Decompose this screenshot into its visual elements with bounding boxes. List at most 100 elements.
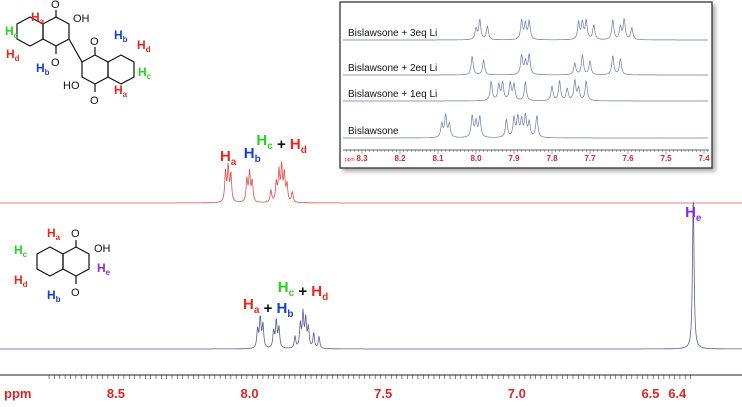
axis-tick-label: 6.4	[668, 386, 687, 401]
bis-hc-right: Hc	[138, 65, 152, 81]
peak-label-sub: c	[267, 141, 273, 152]
mono-hc: Hc	[14, 243, 28, 259]
ppm-axis: ppm 8.5 8.0 7.5 7.0 6.5 6.4	[0, 374, 742, 401]
inset-tick-label: 7.7	[584, 154, 596, 163]
peak-label-part: +	[273, 136, 290, 153]
peak-label-part: H	[244, 145, 255, 162]
bis-o-2: O	[51, 57, 60, 69]
bis-o-3: O	[90, 36, 99, 48]
peak-label: Hb	[244, 145, 261, 165]
bis-link-bond	[68, 38, 83, 63]
mono-ring-1	[36, 246, 64, 277]
bis-o-4: O	[90, 95, 99, 107]
axis-tick-label: 8.5	[107, 386, 125, 401]
peak-label-part: +	[259, 300, 276, 317]
axis-label: ppm	[4, 386, 31, 401]
axis-minor-ticks	[48, 375, 691, 379]
inset-series-name: Bislawsone + 2eq Li	[348, 63, 437, 74]
inset-axis-ticks	[346, 150, 709, 154]
axis-tick-labels: 8.5 8.0 7.5 7.0 6.5 6.4	[107, 386, 687, 401]
peak-label: He	[685, 204, 702, 224]
upper-spectrum	[0, 161, 742, 204]
bis-hd-left: Hd	[6, 47, 20, 63]
axis-tick-label: 6.5	[641, 386, 659, 401]
peak-label: Hc + Hd	[256, 132, 306, 156]
lower-spectrum	[0, 202, 742, 350]
bis-oh: OH	[73, 13, 90, 25]
peak-label-sub: a	[231, 157, 237, 168]
lower-trace	[0, 202, 742, 350]
inset-series-name: Bislawsone	[348, 126, 399, 137]
peak-label: Hc + Hd	[278, 279, 328, 303]
peak-label-part: H	[311, 283, 322, 300]
mono-ha: Ha	[47, 226, 61, 242]
mono-hb: Hb	[47, 288, 61, 304]
mono-he: He	[97, 261, 111, 277]
inset-tick-label: 8.3	[356, 154, 368, 163]
mono-ring-2	[62, 246, 90, 277]
inset-tick-labels: 8.3 8.2 8.1 8.0 7.9 7.8 7.7 7.6 7.5 7.4	[356, 154, 710, 163]
lawsone-structure	[36, 240, 90, 284]
inset-spectra	[343, 17, 708, 139]
peak-label-part: H	[220, 148, 231, 165]
peak-label: Ha + Hb	[243, 296, 293, 320]
inset-tick-label: 8.2	[394, 154, 406, 163]
upper-trace	[0, 161, 742, 204]
inset-trace	[343, 78, 708, 102]
bis-ha-top: Ha	[31, 10, 45, 26]
peak-label-sub: a	[254, 305, 260, 316]
peak-label-sub: d	[322, 292, 328, 303]
peak-label-part: H	[277, 300, 288, 317]
axis-tick-label: 7.5	[374, 386, 392, 401]
axis-tick-label: 7.0	[508, 386, 526, 401]
mono-structure-labels: O O OH	[71, 228, 111, 299]
inset-tick-label: 7.4	[698, 154, 710, 163]
peak-label: Ha	[220, 148, 237, 168]
inset-tick-label: 8.1	[432, 154, 444, 163]
mono-hd: Hd	[14, 273, 28, 289]
peak-label-sub: b	[255, 154, 261, 165]
inset-series-labels: Bislawsone + 3eq Li Bislawsone + 2eq Li Bi…	[348, 28, 437, 137]
inset-tick-label: 7.5	[660, 154, 672, 163]
peak-label-part: +	[294, 283, 311, 300]
peak-label-part: H	[685, 204, 696, 221]
bis-hb-left: Hb	[36, 61, 50, 77]
peak-label-part: H	[278, 279, 289, 296]
mono-oh: OH	[94, 243, 111, 255]
bis-ring-4	[107, 54, 135, 85]
bis-hd-right: Hd	[137, 38, 151, 54]
mono-h-labels: Ha Hc Hd Hb He	[14, 226, 111, 304]
peak-label-part: H	[243, 296, 254, 313]
bis-ha-bottom: Ha	[114, 83, 128, 99]
mono-o-2: O	[71, 287, 80, 299]
mono-o-1: O	[71, 228, 80, 240]
inset-tick-label: 7.6	[622, 154, 634, 163]
bis-ring-2	[42, 16, 70, 47]
bis-ho: HO	[63, 80, 80, 92]
bis-ring-3	[81, 54, 109, 85]
bis-structure-labels: O O O O OH HO	[51, 0, 99, 107]
peak-label-part: H	[256, 132, 267, 149]
bis-hc-left: Hc	[5, 24, 19, 40]
inset-tick-label: 7.9	[508, 154, 520, 163]
bis-hb-right: Hb	[114, 28, 128, 44]
peak-label-sub: e	[696, 213, 702, 224]
peak-label-sub: b	[287, 309, 293, 320]
peak-label-sub: c	[289, 288, 295, 299]
axis-tick-label: 8.0	[241, 386, 259, 401]
peak-label-sub: d	[301, 145, 307, 156]
inset-panel: Bislawsone + 3eq Li Bislawsone + 2eq Li Bi…	[339, 1, 713, 169]
inset-series-name: Bislawsone + 3eq Li	[348, 28, 437, 39]
inset-trace	[343, 17, 708, 41]
bis-h-labels: Ha Hc Hd Hb Hb Hd Hc Ha	[5, 10, 152, 99]
inset-trace	[343, 113, 708, 139]
bislawsone-structure	[16, 10, 135, 92]
inset-trace	[343, 52, 708, 76]
inset-axis-label: ppm	[345, 157, 355, 163]
inset-tick-label: 7.8	[546, 154, 558, 163]
peak-label-part: H	[290, 136, 301, 153]
bis-o-1: O	[51, 0, 60, 11]
